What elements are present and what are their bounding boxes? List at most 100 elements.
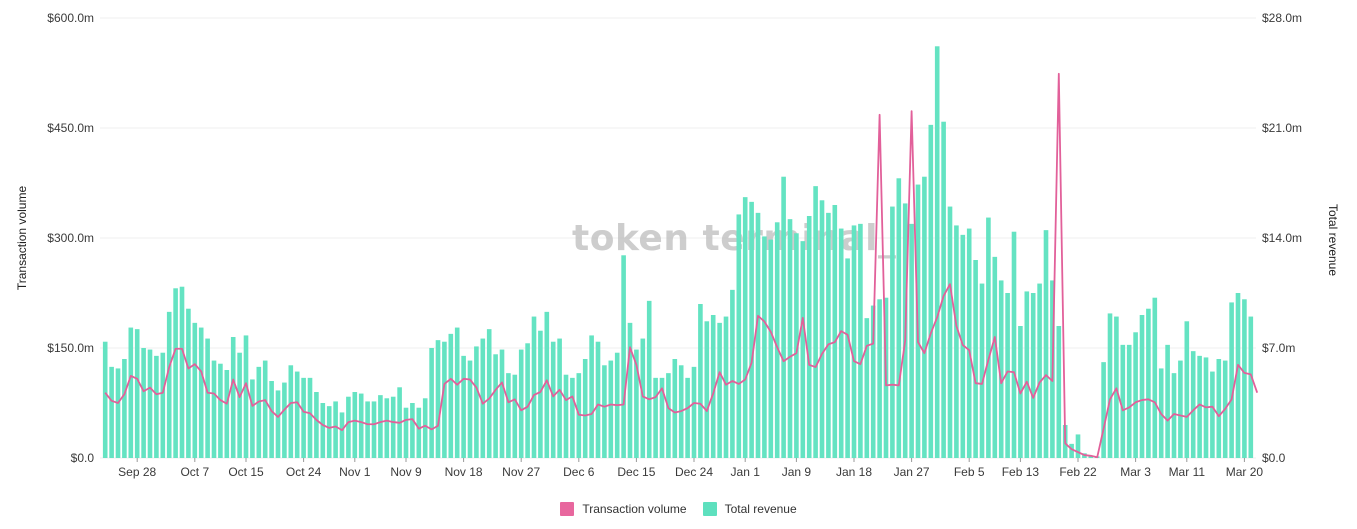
revenue-bar[interactable]	[582, 359, 588, 458]
revenue-bar[interactable]	[1126, 344, 1132, 458]
revenue-bar[interactable]	[742, 197, 748, 458]
revenue-bar[interactable]	[1101, 362, 1106, 458]
revenue-bar[interactable]	[698, 304, 703, 458]
revenue-bar[interactable]	[979, 283, 985, 458]
revenue-bar[interactable]	[115, 368, 121, 458]
revenue-bar[interactable]	[736, 214, 742, 458]
revenue-bar[interactable]	[192, 322, 198, 458]
revenue-bar[interactable]	[109, 366, 114, 458]
revenue-bar[interactable]	[256, 366, 262, 458]
revenue-bar[interactable]	[1229, 302, 1234, 458]
revenue-bar[interactable]	[320, 403, 326, 458]
revenue-bar[interactable]	[672, 359, 678, 458]
revenue-bar[interactable]	[346, 396, 351, 458]
revenue-bar[interactable]	[813, 186, 818, 458]
revenue-bar[interactable]	[186, 308, 191, 458]
revenue-bar[interactable]	[1120, 344, 1126, 458]
revenue-bar[interactable]	[851, 225, 857, 458]
revenue-bar[interactable]	[1197, 355, 1202, 458]
revenue-bar[interactable]	[570, 377, 575, 458]
revenue-bar[interactable]	[563, 374, 569, 458]
revenue-bar[interactable]	[704, 321, 710, 458]
revenue-bar[interactable]	[288, 365, 294, 458]
revenue-bar[interactable]	[499, 349, 505, 458]
revenue-bar[interactable]	[307, 377, 313, 458]
revenue-bar[interactable]	[506, 373, 511, 458]
revenue-bar[interactable]	[870, 305, 876, 458]
revenue-bar[interactable]	[685, 377, 690, 458]
revenue-bar[interactable]	[486, 329, 492, 458]
revenue-bar[interactable]	[710, 315, 716, 458]
revenue-bar[interactable]	[1030, 293, 1036, 458]
revenue-bar[interactable]	[954, 225, 959, 458]
revenue-bar[interactable]	[992, 256, 998, 458]
revenue-bar[interactable]	[448, 333, 454, 458]
revenue-bar[interactable]	[230, 337, 236, 458]
revenue-bar[interactable]	[550, 341, 556, 458]
revenue-bar[interactable]	[877, 299, 882, 458]
revenue-bar[interactable]	[819, 200, 825, 459]
revenue-bar[interactable]	[1235, 293, 1241, 458]
revenue-bar[interactable]	[1210, 371, 1215, 458]
revenue-bar[interactable]	[1178, 360, 1183, 458]
revenue-bar[interactable]	[1139, 315, 1145, 458]
revenue-bar[interactable]	[1165, 344, 1170, 458]
revenue-bar[interactable]	[858, 223, 863, 458]
revenue-bar[interactable]	[1043, 230, 1049, 458]
revenue-bar[interactable]	[1146, 308, 1151, 458]
revenue-bar[interactable]	[723, 316, 729, 458]
revenue-bar[interactable]	[544, 311, 550, 458]
revenue-bar[interactable]	[1114, 316, 1119, 458]
revenue-bar[interactable]	[141, 348, 146, 458]
revenue-bar[interactable]	[352, 392, 358, 458]
revenue-bar[interactable]	[211, 360, 217, 458]
revenue-bar[interactable]	[826, 212, 831, 458]
revenue-bar[interactable]	[800, 241, 806, 458]
revenue-bar[interactable]	[589, 335, 594, 458]
revenue-bar[interactable]	[218, 363, 223, 458]
revenue-bar[interactable]	[640, 338, 646, 458]
revenue-bar[interactable]	[224, 370, 230, 458]
revenue-bar[interactable]	[838, 228, 844, 458]
revenue-bar[interactable]	[947, 206, 953, 458]
revenue-bar[interactable]	[832, 205, 838, 458]
revenue-bar[interactable]	[301, 377, 306, 458]
revenue-bar[interactable]	[845, 258, 850, 458]
revenue-bar[interactable]	[173, 288, 178, 458]
revenue-bar[interactable]	[493, 354, 498, 458]
revenue-bar[interactable]	[621, 255, 626, 458]
revenue-bar[interactable]	[768, 239, 774, 458]
revenue-bar[interactable]	[160, 352, 166, 458]
revenue-bar[interactable]	[602, 365, 607, 458]
revenue-bar[interactable]	[1069, 443, 1074, 458]
revenue-bar[interactable]	[1184, 321, 1190, 458]
revenue-bar[interactable]	[1011, 231, 1017, 458]
revenue-bar[interactable]	[666, 373, 671, 458]
revenue-bar[interactable]	[1075, 434, 1081, 458]
revenue-bar[interactable]	[1024, 291, 1030, 458]
revenue-bar[interactable]	[653, 377, 658, 458]
revenue-bar[interactable]	[634, 349, 639, 458]
revenue-bar[interactable]	[608, 360, 614, 458]
revenue-bar[interactable]	[166, 311, 172, 458]
revenue-bar[interactable]	[749, 201, 754, 459]
revenue-bar[interactable]	[730, 289, 735, 458]
revenue-bar[interactable]	[243, 335, 249, 458]
revenue-bar[interactable]	[333, 401, 338, 458]
revenue-bar[interactable]	[442, 341, 447, 458]
revenue-bar[interactable]	[294, 371, 300, 458]
revenue-bar[interactable]	[198, 327, 204, 458]
revenue-bar[interactable]	[525, 343, 530, 458]
revenue-bar[interactable]	[557, 338, 562, 458]
revenue-bar[interactable]	[717, 322, 722, 458]
revenue-bar[interactable]	[390, 396, 396, 458]
revenue-bar[interactable]	[973, 260, 978, 458]
revenue-bar[interactable]	[1133, 332, 1138, 458]
revenue-bar[interactable]	[480, 338, 486, 458]
revenue-bar[interactable]	[934, 46, 940, 458]
revenue-bar[interactable]	[659, 377, 665, 458]
revenue-bar[interactable]	[512, 374, 518, 458]
revenue-bar[interactable]	[538, 330, 543, 458]
revenue-bar[interactable]	[416, 407, 422, 458]
revenue-bar[interactable]	[531, 316, 537, 458]
